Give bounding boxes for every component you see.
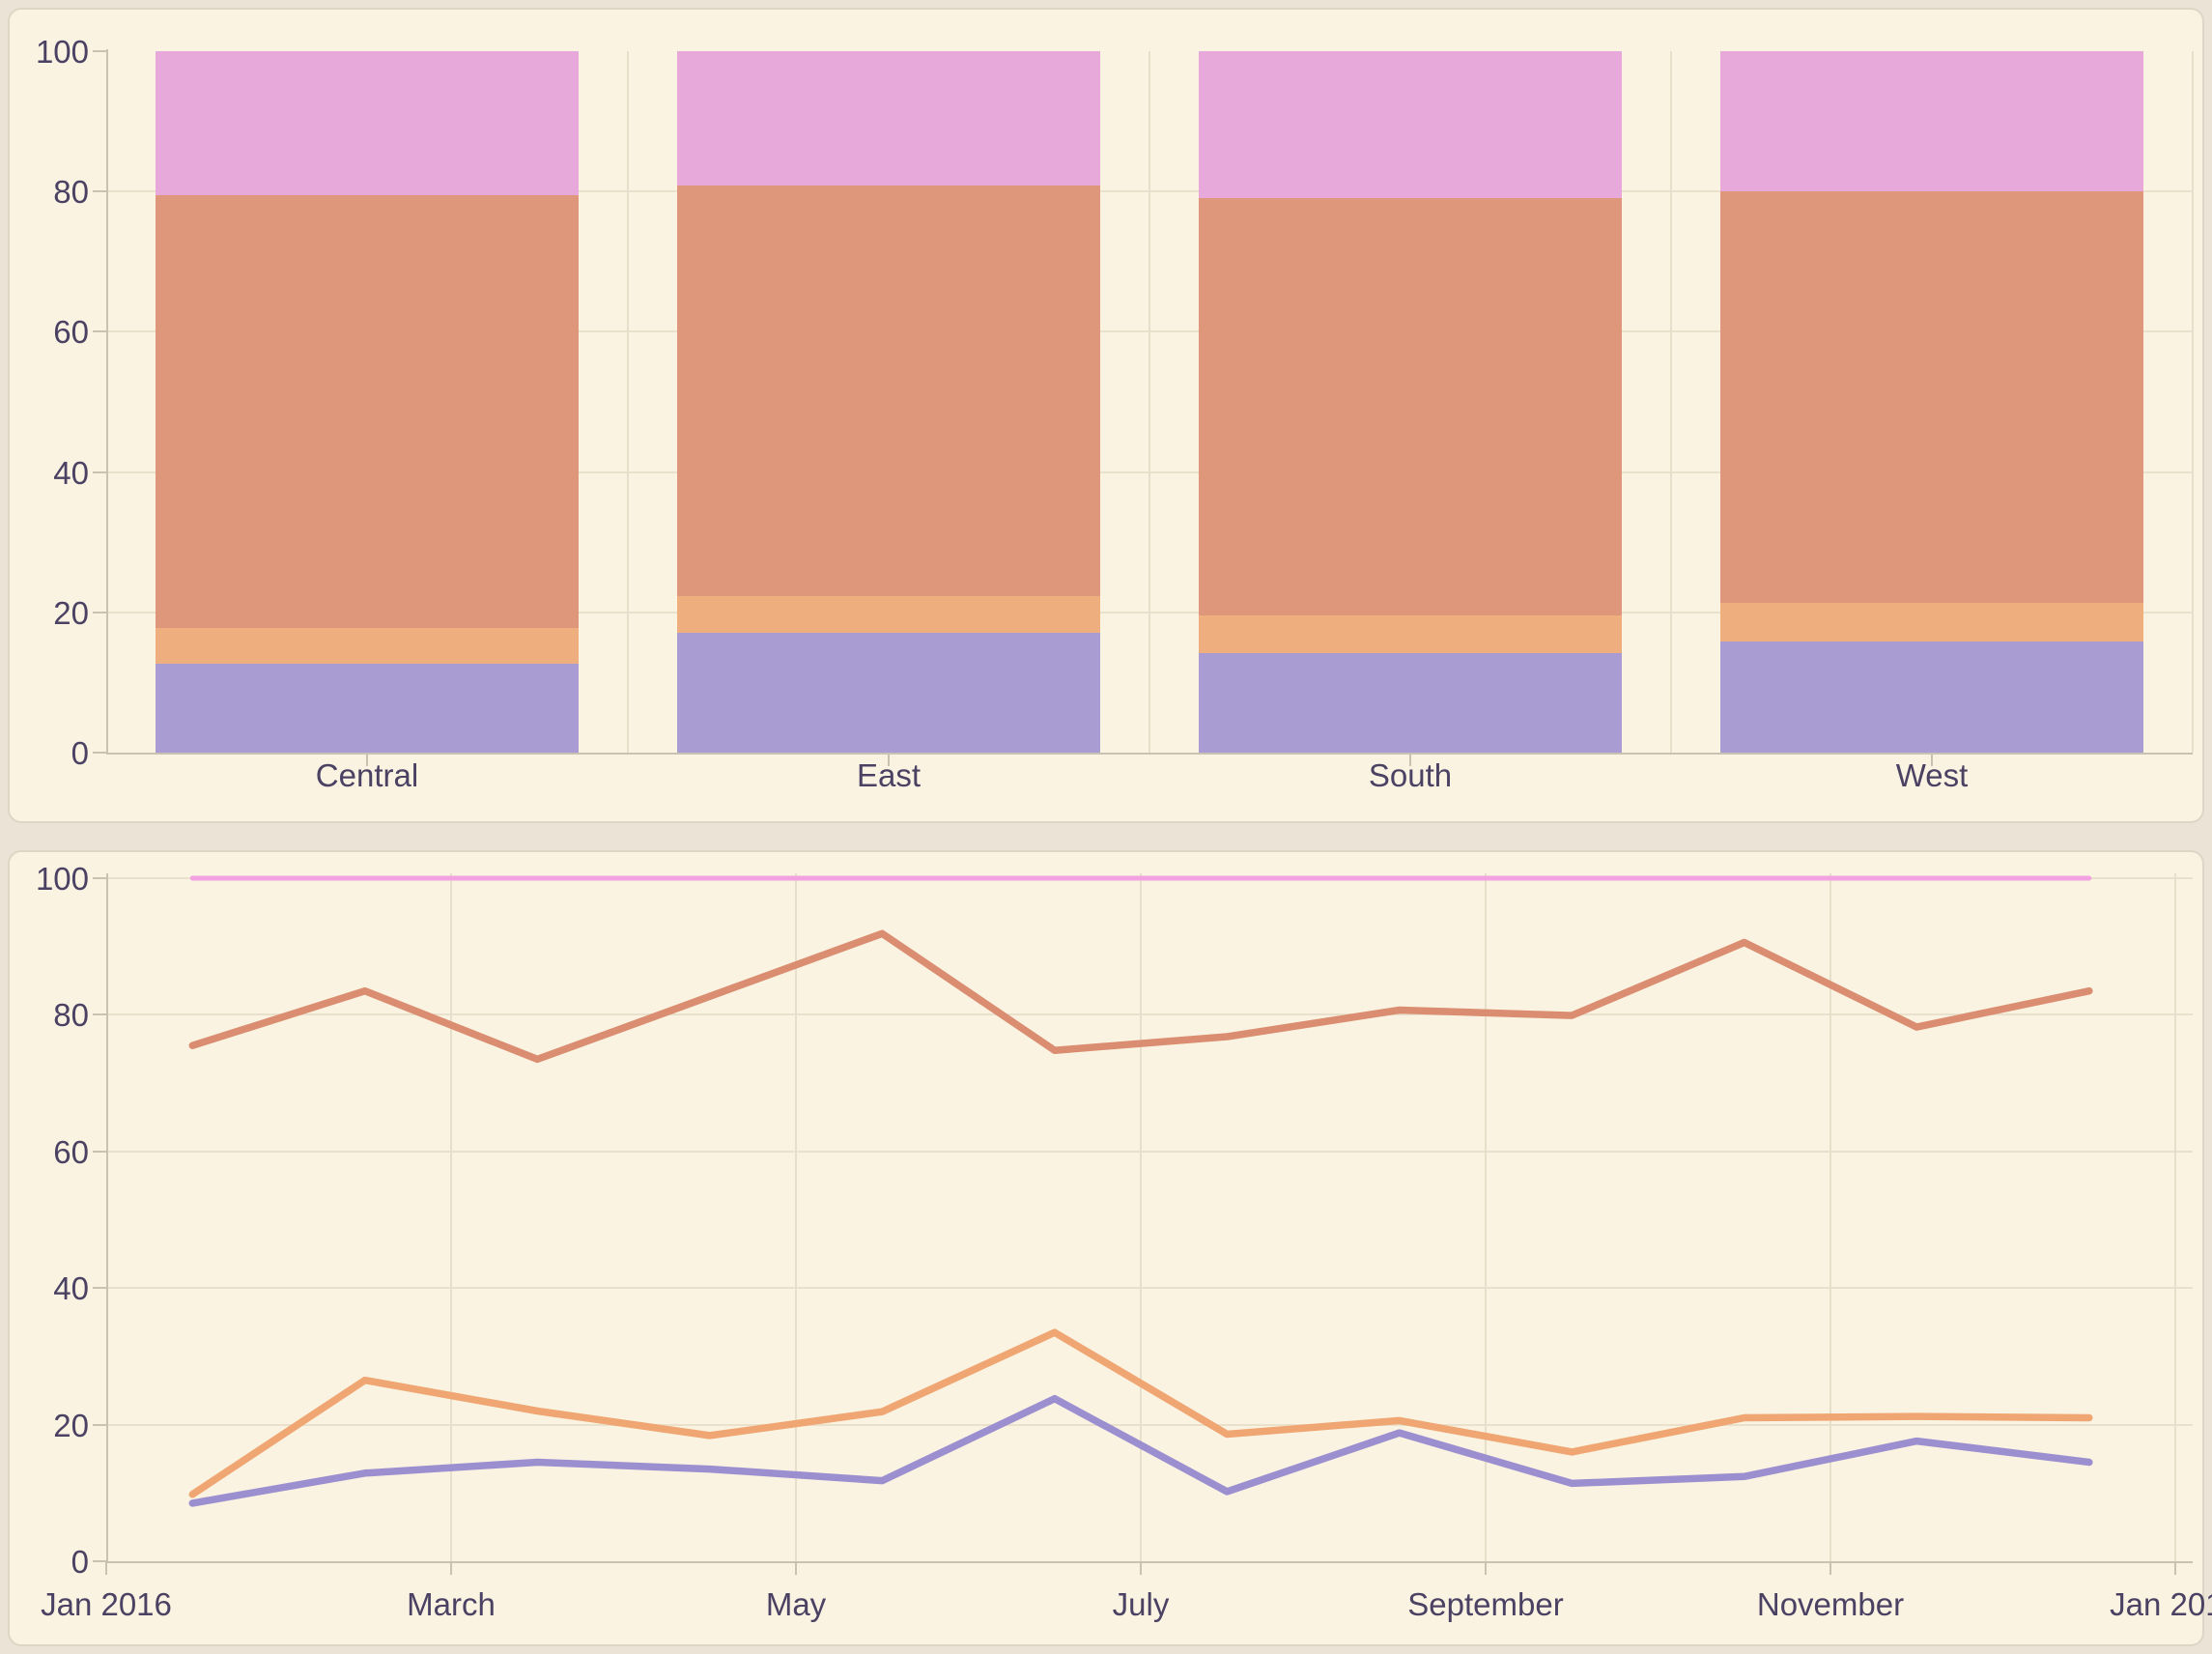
salmon-segment-west[interactable] [1720,191,2143,604]
bar-y-axis-label: 0 [71,735,89,771]
line-gridline-h [106,1287,2193,1290]
line-x-axis-label: September [1407,1586,1564,1622]
pink-segment-south[interactable] [1199,51,1622,198]
line-y-axis-line [106,873,108,1561]
line-x-axis-label: July [1112,1586,1170,1622]
line-gridline-v [1829,873,1831,1561]
salmon-segment-south[interactable] [1199,197,1622,616]
line-y-axis-label: 20 [53,1407,89,1443]
bar-y-axis-label: 40 [53,454,89,491]
bar-category-label: West [1895,757,1969,793]
line-gridline-v [795,873,797,1561]
line-x-tick [795,1561,797,1575]
bar-y-axis-label: 80 [53,174,89,211]
line-y-tick [93,877,106,879]
line-chart-panel [8,850,2204,1646]
line-x-tick [1485,1561,1487,1575]
line-y-tick [93,1150,106,1153]
line-y-axis-label: 0 [71,1544,89,1580]
salmon-segment-east[interactable] [677,185,1100,597]
line-y-tick [93,1423,106,1426]
line-x-axis-line [106,1561,2193,1563]
bar-x-axis-line [106,753,2193,755]
bar-category-label: South [1368,757,1453,793]
line-gridline-h [106,1150,2193,1153]
line-gridline-h [106,1423,2193,1426]
salmon-segment-central[interactable] [156,194,579,628]
line-y-axis-label: 100 [35,861,89,897]
line-x-tick [105,1561,107,1575]
stacked-bar-west [1720,51,2143,753]
bar-y-axis-label: 100 [35,34,89,70]
line-x-tick [1829,1561,1831,1575]
line-y-axis-label: 80 [53,997,89,1034]
pink-segment-central[interactable] [156,51,579,195]
light-orange-segment-south[interactable] [1199,615,1622,653]
bar-column-divider [2192,51,2194,753]
bar-y-tick [93,330,106,333]
bar-category-label: East [856,757,922,793]
purple-segment-central[interactable] [156,663,579,753]
bar-column-divider [1149,51,1150,753]
stacked-bar-central [156,51,579,753]
purple-line[interactable] [188,1394,2093,1507]
bar-x-tick [1931,753,1933,766]
line-y-tick [93,1287,106,1290]
light-orange-segment-east[interactable] [677,596,1100,633]
bar-y-axis-line [106,49,108,753]
purple-segment-south[interactable] [1199,652,1622,753]
line-gridline-v [1140,873,1142,1561]
line-y-tick [93,1013,106,1016]
bar-y-tick [93,471,106,473]
pink-segment-west[interactable] [1720,51,2143,192]
light-orange-segment-west[interactable] [1720,603,2143,642]
line-x-axis-label: Jan 2016 [41,1586,172,1622]
line-y-axis-label: 40 [53,1270,89,1307]
light-orange-line[interactable] [188,1328,2093,1498]
pink-segment-east[interactable] [677,51,1100,185]
bar-x-tick [366,753,368,766]
line-x-axis-label: Jan 2017 [2110,1586,2212,1622]
bar-column-divider [1670,51,1672,753]
bar-y-tick [93,611,106,613]
stacked-bar-south [1199,51,1622,753]
stacked-bar-east [677,51,1100,753]
light-orange-segment-central[interactable] [156,627,579,664]
bar-column-divider [627,51,629,753]
bar-y-axis-label: 20 [53,594,89,631]
line-gridline-v [1485,873,1487,1561]
line-gridline-v [2174,873,2176,1561]
line-x-axis-label: May [765,1586,827,1622]
salmon-line[interactable] [188,929,2093,1064]
line-x-tick [450,1561,452,1575]
line-y-tick [93,1560,106,1562]
line-gridline-v [450,873,452,1561]
line-x-axis-label: November [1756,1586,1905,1622]
line-x-tick [2174,1561,2176,1575]
line-y-axis-label: 60 [53,1133,89,1170]
bar-category-label: Central [315,757,419,793]
bar-x-tick [888,753,890,766]
line-gridline-h [106,1013,2193,1016]
bar-y-tick [93,752,106,754]
line-x-tick [1140,1561,1142,1575]
bar-y-tick [93,190,106,193]
purple-segment-west[interactable] [1720,642,2143,753]
bar-x-tick [1409,753,1411,766]
line-x-axis-label: March [407,1586,496,1622]
purple-segment-east[interactable] [677,632,1100,753]
bar-y-tick [93,50,106,52]
bar-y-axis-label: 60 [53,314,89,351]
